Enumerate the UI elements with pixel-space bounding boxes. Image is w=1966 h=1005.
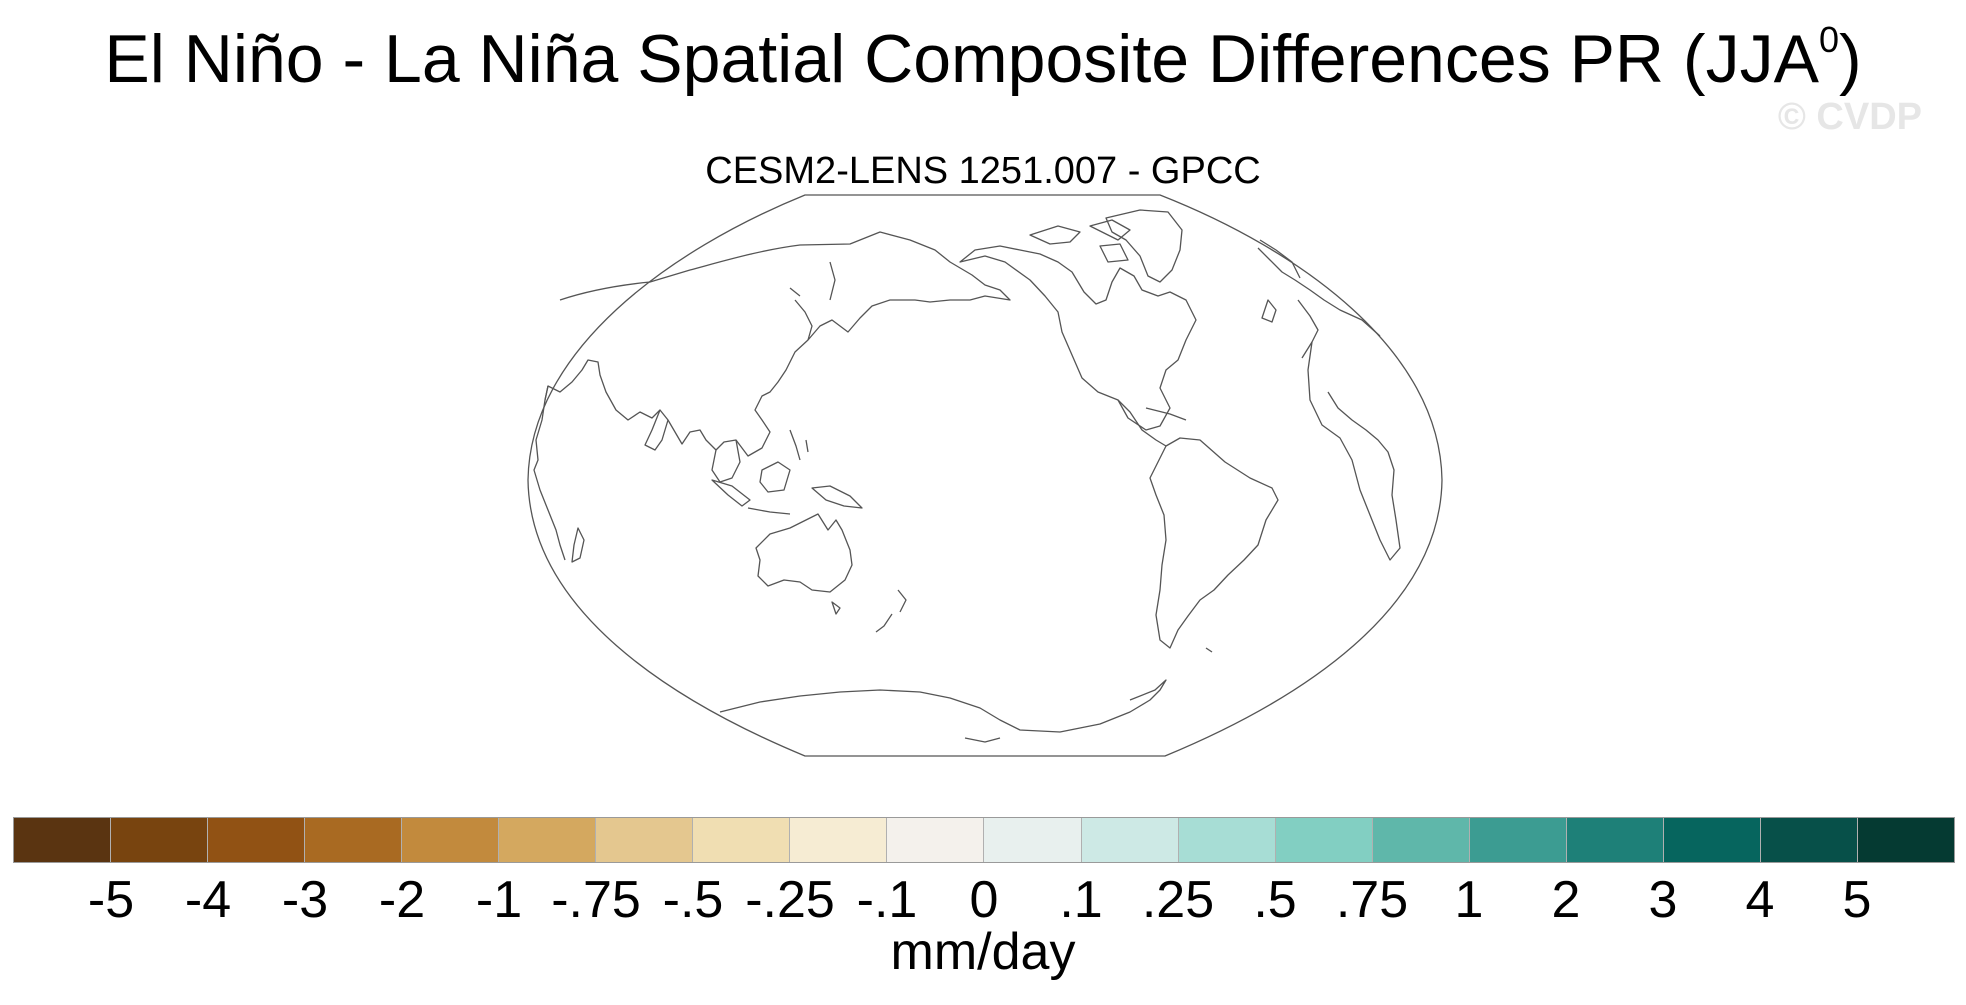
coast-falklands xyxy=(1205,647,1213,653)
colorbar-tick-label: 1 xyxy=(1454,871,1484,929)
coast-philippines xyxy=(789,429,809,461)
colorbar-box xyxy=(499,818,597,862)
coast-newguinea xyxy=(811,485,863,509)
cvdp-watermark: © CVDP xyxy=(1777,96,1922,138)
colorbar-box xyxy=(790,818,888,862)
title-superscript: 0 xyxy=(1818,19,1839,60)
coast-uk xyxy=(1261,299,1277,323)
colorbar-tick-label: -3 xyxy=(281,871,329,929)
figure-title: El Niño - La Niña Spatial Composite Diff… xyxy=(0,19,1966,94)
coast-newzealand xyxy=(875,589,907,633)
coast-australia xyxy=(755,513,853,593)
colorbar-box xyxy=(402,818,500,862)
colorbar-box xyxy=(208,818,306,862)
coast-africa-west xyxy=(1307,341,1401,561)
coast-borneo xyxy=(759,461,791,493)
coast-greenland xyxy=(1105,209,1183,283)
colorbar-tick-label: -1 xyxy=(475,871,523,929)
colorbar-tick-label: .75 xyxy=(1335,871,1409,929)
colorbar-tick-label: 2 xyxy=(1551,871,1581,929)
colorbar-box xyxy=(984,818,1082,862)
coast-south-america xyxy=(1149,437,1279,649)
coast-tasmania xyxy=(831,601,841,615)
colorbar-tick-label: -2 xyxy=(378,871,426,929)
colorbar-tick-label: .25 xyxy=(1141,871,1215,929)
colorbar-box xyxy=(596,818,694,862)
map-boundary xyxy=(527,194,1443,757)
colorbar xyxy=(13,817,1955,863)
colorbar-box xyxy=(1372,818,1470,862)
coast-sakhalin xyxy=(829,261,836,301)
colorbar-tick-label: 4 xyxy=(1745,871,1775,929)
colorbar-tick-label: 0 xyxy=(969,871,999,929)
coast-java xyxy=(747,507,791,515)
colorbar-box xyxy=(693,818,791,862)
colorbar-tick-labels: -5 -4 -3 -2 -1 -.75 -.5 -.25 -.1 0 .1 .25 .5 .75 1 2 3 4 5 xyxy=(14,870,1954,930)
colorbar-box xyxy=(1275,818,1373,862)
colorbar-box xyxy=(1469,818,1567,862)
colorbar-box xyxy=(1663,818,1761,862)
coast-japan xyxy=(789,287,813,341)
colorbar-tick-label: 5 xyxy=(1842,871,1872,929)
colorbar-tick-label: -5 xyxy=(87,871,135,929)
coast-central-america xyxy=(1117,399,1167,447)
colorbar-tick-label: -.5 xyxy=(662,871,724,929)
colorbar-box xyxy=(887,818,985,862)
colorbar-tick-label: -.75 xyxy=(551,871,641,929)
colorbar-tick-label: .5 xyxy=(1253,871,1297,929)
title-text: El Niño - La Niña Spatial Composite Diff… xyxy=(104,21,1819,97)
coast-europe xyxy=(1257,247,1381,359)
coast-madagascar xyxy=(571,527,585,563)
colorbar-box xyxy=(1857,818,1954,862)
panel-subtitle: CESM2-LENS 1251.007 - GPCC xyxy=(705,150,1261,192)
coast-indochina xyxy=(711,439,741,483)
world-map xyxy=(527,194,1443,757)
colorbar-tick-label: -.1 xyxy=(856,871,918,929)
coast-africa xyxy=(533,385,566,561)
colorbar-box xyxy=(305,818,403,862)
colorbar-box xyxy=(1178,818,1276,862)
colorbar-units: mm/day xyxy=(890,923,1076,981)
colorbar-box xyxy=(1760,818,1858,862)
colorbar-tick-label: -.25 xyxy=(745,871,835,929)
colorbar-tick-label: .1 xyxy=(1059,871,1103,929)
colorbar-box xyxy=(14,818,112,862)
coast-sumatra xyxy=(711,479,751,507)
coast-north-america xyxy=(959,245,1197,431)
coast-cuba xyxy=(1145,407,1187,421)
colorbar-box xyxy=(1081,818,1179,862)
coast-antarctica xyxy=(719,679,1167,743)
colorbar-box xyxy=(1566,818,1664,862)
coast-arctic-islands xyxy=(1029,219,1131,263)
colorbar-tick-label: -4 xyxy=(184,871,232,929)
coast-india xyxy=(644,409,669,451)
coast-scandinavia xyxy=(1259,239,1301,279)
colorbar-tick-label: 3 xyxy=(1648,871,1678,929)
colorbar-box xyxy=(111,818,209,862)
title-close: ) xyxy=(1838,21,1862,97)
coast-asia xyxy=(544,231,1011,457)
